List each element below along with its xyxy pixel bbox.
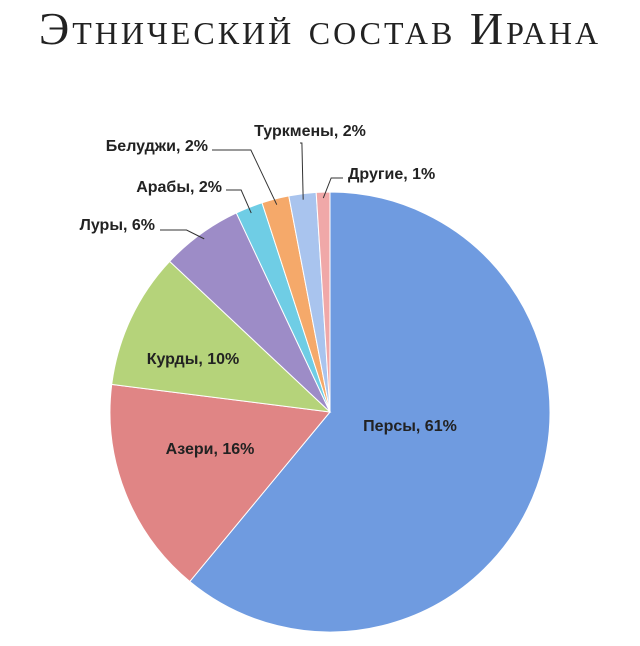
chart-title: Этнический состав Ирана bbox=[39, 3, 601, 54]
pie-slice bbox=[189, 191, 551, 633]
data-label: Туркмены, 2% bbox=[254, 123, 366, 140]
leader-line bbox=[300, 142, 304, 200]
data-label: Арабы, 2% bbox=[136, 179, 222, 196]
data-label: Персы, 61% bbox=[363, 418, 457, 435]
leader-line bbox=[226, 189, 252, 214]
data-label: Курды, 10% bbox=[147, 351, 240, 368]
leader-line bbox=[212, 149, 278, 205]
data-label: Белуджи, 2% bbox=[106, 138, 208, 155]
pie-slice bbox=[111, 260, 332, 413]
pie-slice bbox=[315, 191, 331, 413]
leader-line bbox=[322, 177, 343, 199]
data-label: Луры, 6% bbox=[80, 217, 155, 234]
leader-line bbox=[160, 229, 205, 240]
pie-slice bbox=[109, 383, 331, 583]
data-label: Другие, 1% bbox=[348, 166, 435, 183]
data-label: Азери, 16% bbox=[166, 441, 255, 458]
